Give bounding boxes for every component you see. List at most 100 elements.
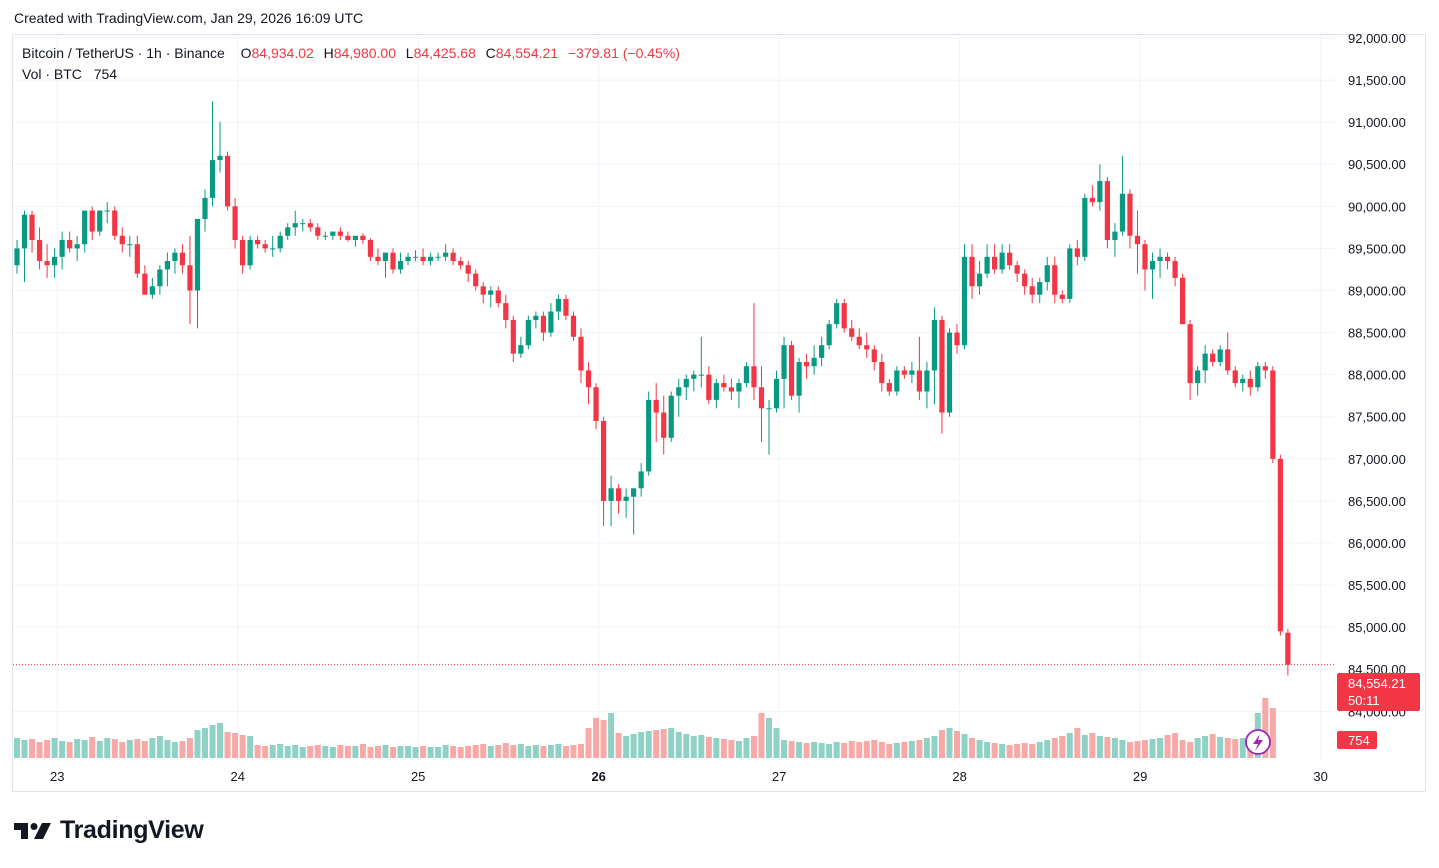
symbol-label[interactable]: Bitcoin / TetherUS · 1h · Binance	[22, 45, 225, 61]
candle-body	[119, 235, 125, 245]
volume-bar	[126, 740, 133, 758]
candle-body	[322, 235, 328, 237]
candle	[367, 238, 374, 262]
candle-body	[503, 303, 509, 320]
y-tick-label: 87,500.00	[1348, 410, 1406, 425]
candle	[510, 315, 516, 363]
tradingview-logo[interactable]: TradingView	[14, 816, 204, 845]
volume-bar	[653, 730, 660, 758]
candle-body	[1044, 265, 1050, 283]
candle-body	[44, 261, 50, 266]
candle-body	[67, 239, 73, 249]
candle-body	[931, 319, 938, 371]
candle-body	[706, 374, 712, 400]
candle-body	[255, 239, 261, 245]
candle-body	[89, 210, 95, 232]
candle-body	[360, 235, 366, 240]
candle	[232, 197, 238, 249]
candle	[916, 336, 922, 400]
lightning-icon[interactable]	[1245, 729, 1271, 755]
volume-bar	[976, 740, 983, 758]
candle	[540, 311, 546, 341]
candle	[1277, 454, 1283, 636]
candle-body	[1029, 286, 1035, 295]
volume-bar	[359, 744, 366, 758]
candle-body	[202, 197, 208, 219]
candle-body	[924, 370, 930, 392]
candle-body	[788, 345, 795, 396]
candle	[59, 231, 65, 270]
volume-bar	[450, 746, 457, 758]
volume-bar	[277, 744, 284, 758]
candle-body	[307, 223, 313, 228]
candle-body	[1285, 632, 1291, 665]
candle	[638, 463, 644, 497]
volume-bar	[833, 742, 840, 758]
volume-bar	[871, 740, 878, 758]
candle-body	[390, 252, 396, 270]
candle	[270, 235, 276, 257]
price-axis: 84,000.0084,500.0085,000.0085,500.0086,0…	[1348, 31, 1406, 719]
volume-bar	[202, 728, 208, 758]
candle-body	[352, 235, 358, 240]
volume-bar	[991, 743, 998, 758]
candle-body	[488, 290, 494, 295]
candle-body	[864, 345, 870, 350]
high-label: H	[323, 45, 334, 61]
candle-body	[397, 261, 404, 270]
candle-body	[691, 374, 697, 379]
volume-bar	[254, 745, 261, 758]
candle-body	[600, 420, 607, 501]
candle	[578, 328, 584, 384]
high-value: 84,980.00	[333, 45, 397, 61]
y-tick-label: 91,000.00	[1348, 115, 1406, 130]
volume-bar	[209, 725, 216, 758]
volume-bar	[427, 747, 434, 758]
open-label: O	[240, 45, 252, 61]
volume-bar	[480, 744, 487, 758]
candle	[307, 218, 313, 232]
candle-body	[232, 206, 238, 240]
candle-body	[345, 235, 351, 240]
candle-body	[1247, 378, 1253, 388]
volume-bar	[630, 734, 637, 758]
volume-bar	[307, 746, 314, 758]
volume-bar	[141, 741, 148, 758]
candle	[773, 370, 780, 413]
candle	[1225, 332, 1231, 375]
candle-body	[939, 319, 945, 413]
candle-body	[758, 387, 765, 409]
candle	[172, 248, 178, 274]
candle-body	[871, 349, 877, 363]
candle-body	[525, 319, 531, 346]
candle	[164, 252, 170, 287]
candle	[706, 366, 712, 405]
candle-body	[52, 256, 58, 266]
volume-bar	[1066, 733, 1073, 758]
candle	[1247, 370, 1253, 396]
volume-bar	[1059, 736, 1066, 758]
candle-body	[819, 345, 825, 358]
candle	[1187, 319, 1193, 400]
candle	[969, 244, 975, 299]
candle-body	[1172, 261, 1178, 278]
volume-label[interactable]: Vol · BTC	[22, 66, 82, 82]
x-tick-label: 29	[1133, 769, 1147, 784]
volume-bar	[1126, 742, 1133, 758]
volume-bar	[984, 742, 991, 758]
volume-bar	[878, 742, 885, 758]
candle	[112, 206, 118, 240]
candle	[1082, 193, 1088, 262]
close-label: C	[485, 45, 496, 61]
candle-body	[240, 239, 246, 266]
candle	[119, 227, 125, 253]
volume-bar	[961, 734, 968, 758]
volume-bar	[675, 732, 682, 758]
candle	[1112, 223, 1118, 257]
candle-body	[638, 471, 644, 489]
candle-body	[773, 378, 780, 409]
candle-body	[1255, 366, 1261, 388]
candle	[74, 235, 80, 262]
candle-body	[563, 298, 569, 316]
